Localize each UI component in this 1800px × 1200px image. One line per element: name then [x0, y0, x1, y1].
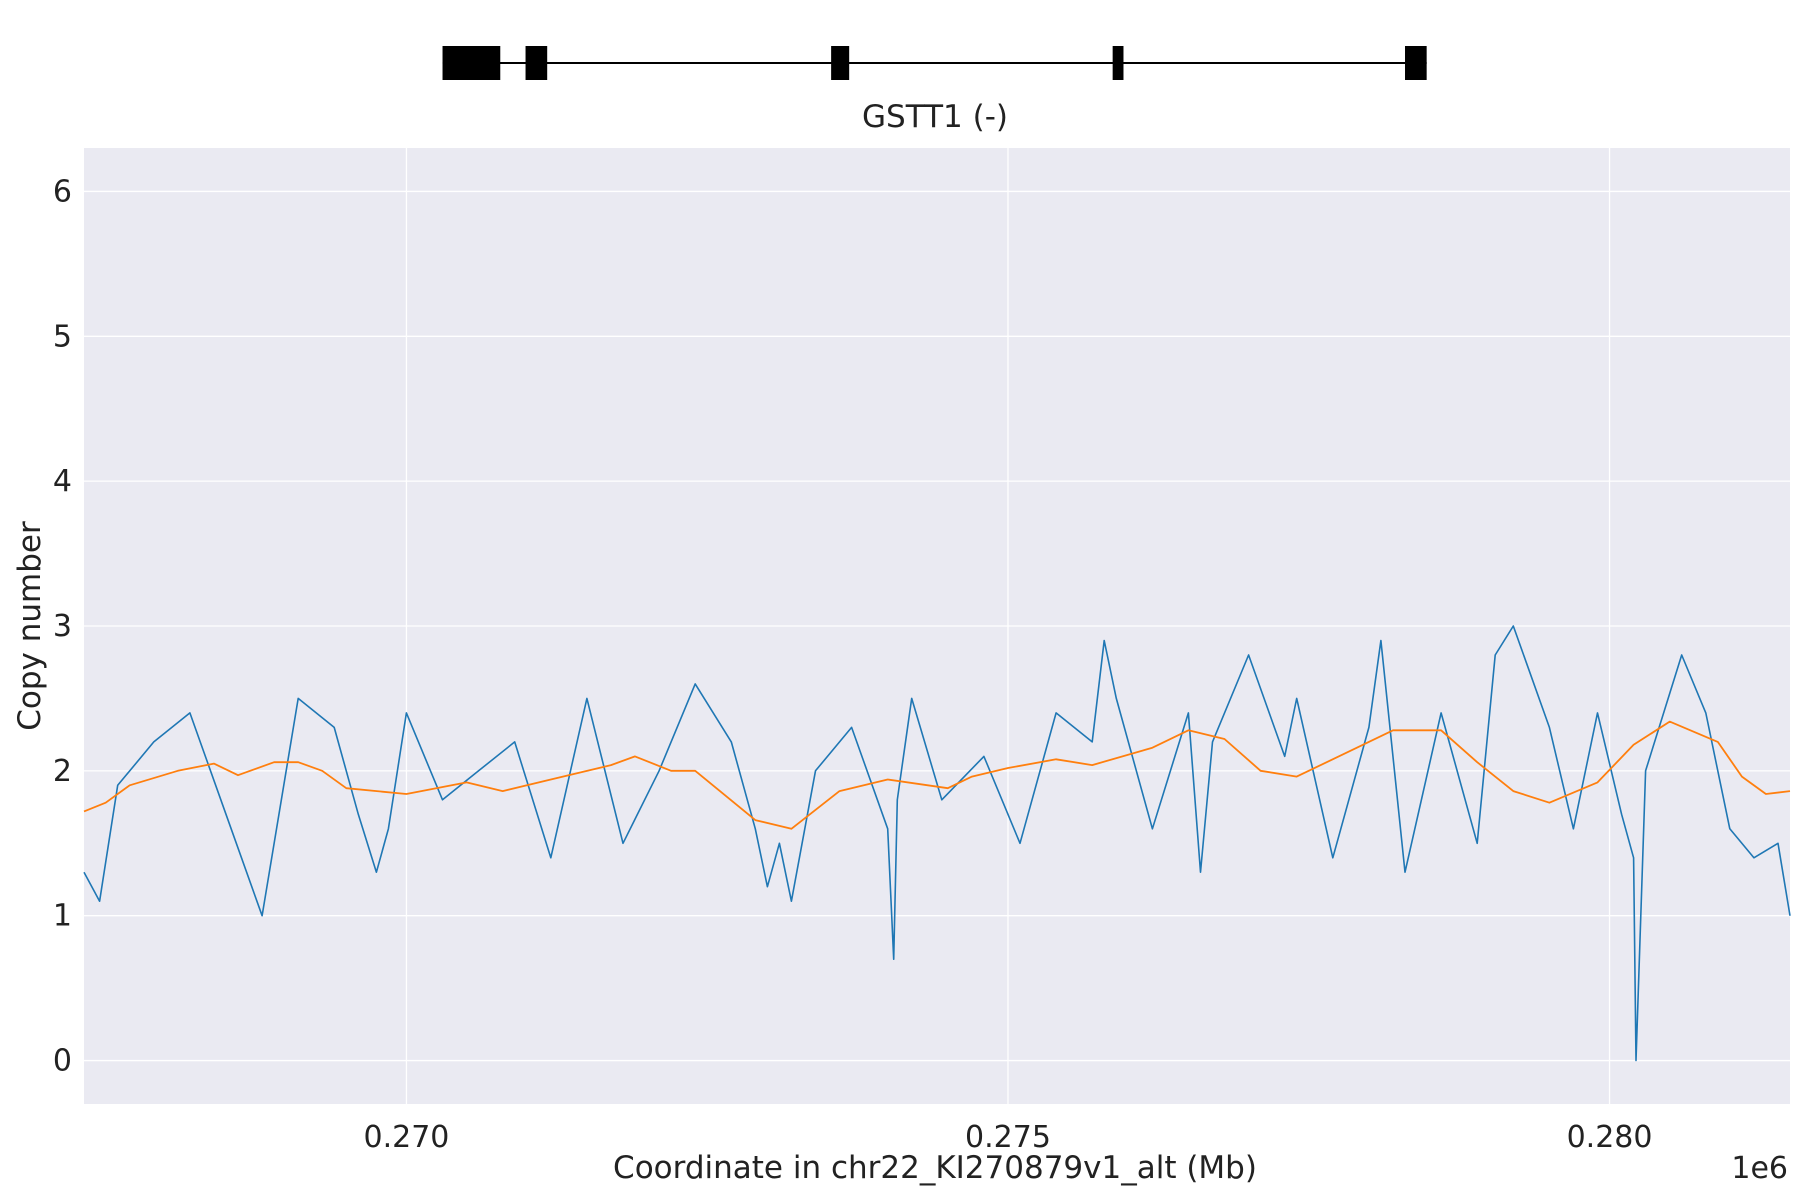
x-tick-label: 0.280	[1567, 1120, 1653, 1155]
gene-exon-1	[442, 46, 501, 80]
x-axis-label: Coordinate in chr22_KI270879v1_alt (Mb)	[613, 1150, 1257, 1186]
x-offset-label: 1e6	[1731, 1151, 1788, 1186]
series-layer	[83, 625, 1791, 1062]
y-tick-label: 3	[53, 609, 72, 644]
y-tick-label: 0	[53, 1044, 72, 1079]
y-tick-label: 2	[53, 754, 72, 789]
gene-track	[442, 46, 1427, 80]
y-tick-label: 1	[53, 899, 72, 934]
y-tick-label: 5	[53, 319, 72, 354]
x-tick-label: 0.275	[965, 1120, 1051, 1155]
x-tick-label: 0.270	[363, 1120, 449, 1155]
x-tick-labels: 0.270 0.275 0.280	[363, 1120, 1652, 1155]
gene-exon-5	[1405, 46, 1427, 80]
gene-label: GSTT1 (-)	[862, 99, 1008, 135]
gene-exon-2	[525, 46, 548, 80]
y-axis-label: Copy number	[12, 521, 48, 731]
y-tick-label: 4	[53, 464, 72, 499]
y-tick-labels: 0 1 2 3 4 5 6	[53, 174, 72, 1078]
copy-number-series-line	[83, 625, 1791, 1062]
segment-series-line	[83, 720, 1791, 830]
gene-exon-4	[1112, 46, 1124, 80]
y-tick-label: 6	[53, 174, 72, 209]
gene-exon-3	[831, 46, 850, 80]
grid-lines	[84, 148, 1790, 1104]
